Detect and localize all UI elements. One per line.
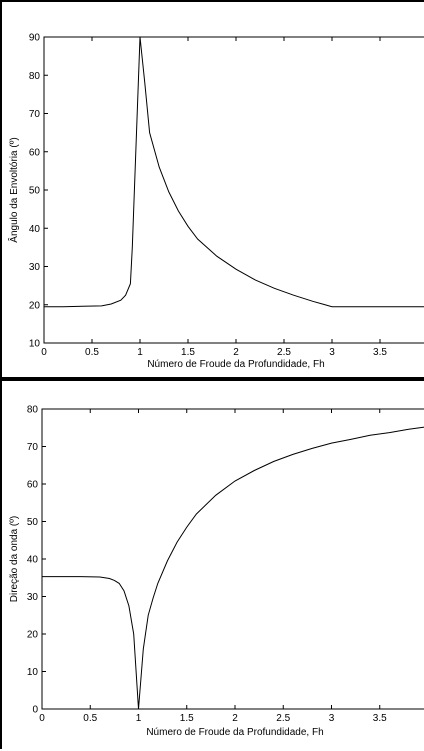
y-tick-label: 60 <box>27 480 39 491</box>
y-tick-label: 80 <box>29 71 41 82</box>
x-tick-label: 1.5 <box>181 347 195 358</box>
y-tick-label: 10 <box>29 339 41 350</box>
x-tick-label: 2.5 <box>276 713 290 724</box>
y-tick-label: 30 <box>27 592 39 603</box>
y-axis-label: Direção da onda (º) <box>9 516 20 602</box>
series <box>42 426 424 710</box>
x-tick-label: 1 <box>137 347 143 358</box>
y-tick-label: 70 <box>27 442 39 453</box>
y-tick-label: 20 <box>29 300 41 311</box>
y-tick-label: 10 <box>27 667 39 678</box>
x-tick-label: 0.5 <box>85 347 99 358</box>
x-tick-label: 1.5 <box>180 713 194 724</box>
y-tick-label: 60 <box>29 147 41 158</box>
envelope-angle-chart: 00.511.522.533.54102030405060708090 Núme… <box>7 33 424 370</box>
envelope-angle-chart-panel: 00.511.522.533.54102030405060708090 Núme… <box>0 0 424 379</box>
y-tick-label: 40 <box>29 224 41 235</box>
x-axis-label: Número de Froude da Profundidade, Fh <box>146 727 323 738</box>
y-tick-label: 80 <box>27 405 39 416</box>
y-tick-label: 20 <box>27 630 39 641</box>
y-axis-label: Ângulo da Envoltória (º) <box>7 137 20 242</box>
y-tick-label: 0 <box>32 705 38 716</box>
x-tick-label: 3.5 <box>373 347 387 358</box>
y-tick-label: 30 <box>29 262 41 273</box>
x-tick-label: 3 <box>329 347 335 358</box>
y-tick-label: 50 <box>27 517 39 528</box>
y-tick-label: 70 <box>29 109 41 120</box>
series-line <box>44 36 424 308</box>
x-tick-label: 2.5 <box>277 347 291 358</box>
x-tick-label: 0 <box>39 713 45 724</box>
y-tick-label: 90 <box>29 33 41 44</box>
x-tick-label: 0 <box>41 347 47 358</box>
y-tick-label: 50 <box>29 186 41 197</box>
tick-marks <box>41 408 381 710</box>
x-tick-label: 2 <box>233 347 239 358</box>
x-tick-label: 3.5 <box>373 713 387 724</box>
plot-area <box>43 36 424 344</box>
tick-labels: 00.511.522.533.54102030405060708090 <box>29 33 388 359</box>
series-line <box>42 426 424 710</box>
wave-direction-chart: 00.511.522.533.5401020304050607080 Númer… <box>9 405 424 738</box>
x-tick-label: 0.5 <box>83 713 97 724</box>
y-tick-label: 40 <box>27 555 39 566</box>
x-tick-label: 1 <box>136 713 142 724</box>
x-tick-label: 3 <box>329 713 335 724</box>
x-axis-label: Número de Froude da Profundidade, Fh <box>147 359 324 370</box>
series <box>44 36 424 308</box>
tick-labels: 00.511.522.533.5401020304050607080 <box>27 405 387 725</box>
plot-area <box>41 408 424 710</box>
wave-direction-chart-panel: 00.511.522.533.5401020304050607080 Númer… <box>0 379 424 749</box>
x-tick-label: 2 <box>232 713 238 724</box>
